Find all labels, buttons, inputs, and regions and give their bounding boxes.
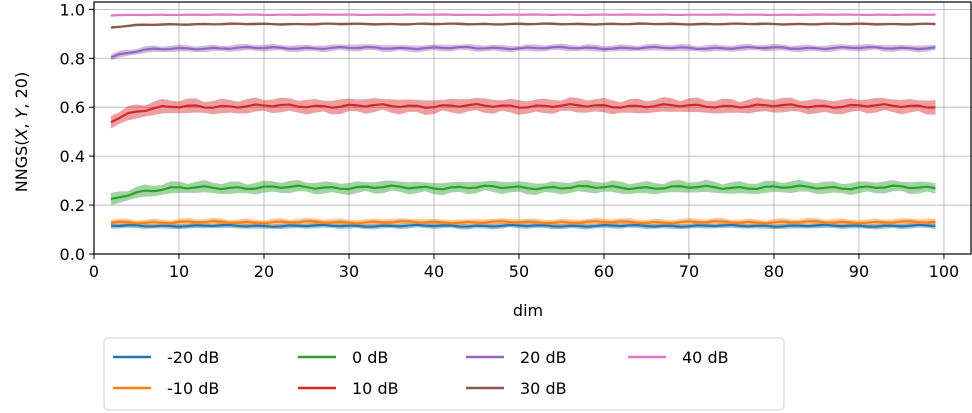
x-axis-label: dim [513, 301, 543, 320]
series-line [110, 102, 936, 124]
y-axis-label-prefix: NNGS( [12, 139, 31, 192]
legend-label: 20 dB [520, 348, 567, 367]
x-tick-label: 100 [929, 262, 960, 281]
series-line [110, 184, 936, 201]
y-axis-label: NNGS(X, Y, 20) [12, 72, 31, 192]
x-ticks: 0 10 20 30 40 50 60 70 80 90 100 [89, 254, 959, 281]
series-band [110, 179, 936, 205]
y-axis-label-x: X [12, 127, 31, 140]
x-tick-label: 10 [169, 262, 189, 281]
legend-frame [103, 337, 785, 411]
y-axis-label-sep2: , [12, 98, 31, 108]
series-line [110, 223, 936, 228]
legend-label: 10 dB [352, 379, 399, 398]
legend-label: 30 dB [520, 379, 567, 398]
series-line [110, 13, 936, 17]
y-tick-label: 1.0 [60, 0, 85, 19]
x-tick-label: 90 [849, 262, 869, 281]
axes-frame [93, 1, 972, 255]
y-tick-label: 0.8 [60, 49, 85, 68]
series-line [110, 45, 936, 59]
y-axis-label-k: 20 [12, 78, 31, 98]
series-lines [110, 13, 936, 228]
x-tick-label: 0 [89, 262, 99, 281]
legend-label: -20 dB [167, 348, 219, 367]
y-tick-label: 0.2 [60, 196, 85, 215]
legend-label: 40 dB [682, 348, 729, 367]
y-tick-label: 0.6 [60, 98, 85, 117]
x-tick-label: 20 [254, 262, 274, 281]
y-tick-label: 0.0 [60, 245, 85, 264]
y-axis-label-suffix: ) [12, 72, 31, 78]
x-tick-label: 30 [339, 262, 359, 281]
legend: -20 dB -10 dB 0 dB 10 dB 20 dB 30 dB 40 dB [103, 337, 785, 411]
y-ticks: 0.0 0.2 0.4 0.6 0.8 1.0 [60, 0, 94, 264]
y-axis-label-y: Y [12, 107, 31, 118]
confidence-bands [110, 13, 936, 230]
series-line [110, 22, 936, 29]
legend-label: -10 dB [167, 379, 219, 398]
y-tick-label: 0.4 [60, 147, 85, 166]
x-tick-label: 60 [594, 262, 614, 281]
x-tick-label: 40 [424, 262, 444, 281]
x-tick-label: 80 [764, 262, 784, 281]
x-tick-label: 50 [509, 262, 529, 281]
y-axis-label-sep1: , [12, 118, 31, 128]
grid [93, 2, 972, 255]
series-line [110, 219, 936, 225]
x-tick-label: 70 [679, 262, 699, 281]
legend-label: 0 dB [352, 348, 388, 367]
series-band [110, 96, 936, 129]
